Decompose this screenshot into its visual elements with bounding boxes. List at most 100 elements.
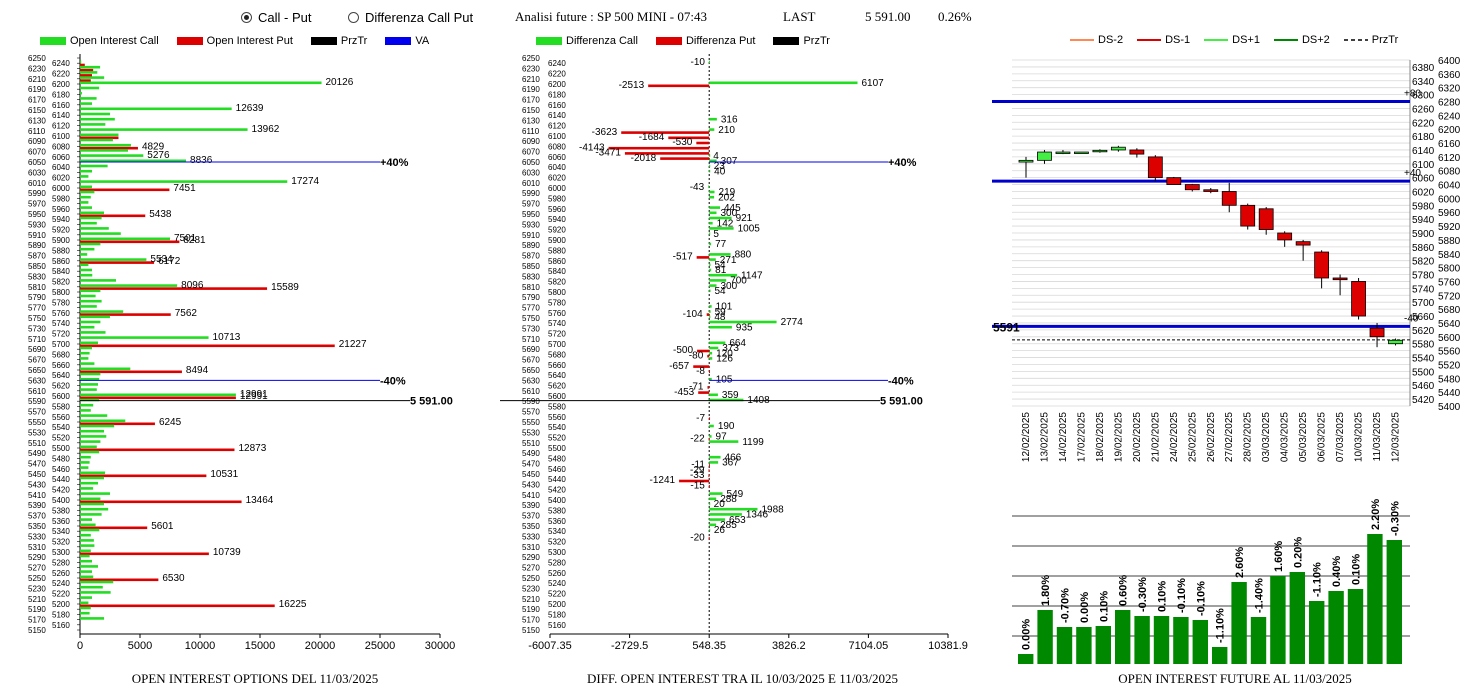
- strike-tick-label: 6020: [52, 174, 70, 183]
- diff-call-bar: [709, 377, 712, 381]
- candle-body: [1110, 146, 1126, 151]
- strike-tick-label: 5640: [52, 371, 70, 380]
- diff-put-bar: [697, 349, 710, 353]
- diff-put-label: -1684: [639, 132, 665, 143]
- diff-call-label: 1199: [742, 437, 764, 448]
- strike-tick-label: 6060: [52, 153, 70, 162]
- put-bar: [80, 526, 148, 530]
- price-label: 5591: [993, 320, 1020, 334]
- call-bar: [80, 279, 116, 282]
- strike-tick-label: 5350: [28, 522, 46, 531]
- strike-tick-label: 6180: [548, 90, 566, 99]
- put-bar: [80, 74, 92, 77]
- oi-future-bar: [1309, 601, 1325, 664]
- call-bar: [80, 206, 92, 209]
- oi-future-label: -0.30%: [1137, 577, 1149, 612]
- call-bar: [80, 528, 100, 532]
- date-tick-label: 13/02/2025: [1039, 412, 1050, 462]
- put-value-label: 4829: [142, 141, 165, 152]
- diff-call-bar: [709, 435, 712, 438]
- diff-call-bar: [709, 273, 738, 277]
- legend-panel3: DS-2 DS-1 DS+1 DS+2 PrzTr: [1070, 34, 1398, 46]
- call-bar: [80, 357, 89, 360]
- date-tick-label: 04/03/2025: [1280, 412, 1291, 462]
- call-bar: [80, 242, 101, 246]
- call-bar: [80, 211, 104, 215]
- oi-future-label: 1.80%: [1040, 575, 1052, 606]
- oi-future-label: -1.10%: [1312, 562, 1324, 597]
- call-value-label: 5276: [147, 150, 170, 161]
- call-bar: [80, 91, 82, 95]
- diff-put-label: -530: [672, 137, 692, 148]
- call-value-label: 5534: [150, 254, 173, 265]
- strike-tick-label: 5610: [522, 387, 540, 396]
- strike-tick-label: 5580: [548, 402, 566, 411]
- y-inner-tick-label: 5900: [1412, 229, 1435, 240]
- diff-call-bar: [709, 325, 732, 329]
- y-inner-tick-label: 5660: [1412, 312, 1435, 323]
- marker-mid: +40: [1404, 168, 1421, 179]
- diff-call-bar: [709, 393, 718, 397]
- date-tick-label: 11/03/2025: [1372, 412, 1383, 462]
- diff-call-label: 653: [729, 515, 746, 526]
- call-bar: [80, 585, 103, 589]
- call-bar: [80, 497, 101, 501]
- radio-call-put[interactable]: Call - Put: [241, 10, 311, 25]
- diff-call-bar: [709, 81, 858, 85]
- diff-call-label: 120: [716, 348, 733, 359]
- strike-tick-label: 5650: [522, 366, 540, 375]
- candle-body: [1295, 241, 1311, 246]
- strike-tick-label: 5410: [522, 491, 540, 500]
- strike-tick-label: 6220: [548, 70, 566, 79]
- call-bar: [80, 398, 100, 402]
- y-right-tick-label: 6360: [1438, 70, 1461, 81]
- call-bar: [80, 76, 105, 79]
- date-tick-label: 25/02/2025: [1187, 412, 1198, 462]
- y-inner-tick-label: 6060: [1412, 174, 1435, 185]
- call-bar: [80, 539, 94, 542]
- call-bar: [80, 315, 110, 319]
- strike-tick-label: 5520: [52, 434, 70, 443]
- put-value-label: 13464: [246, 495, 274, 506]
- call-bar: [80, 403, 94, 407]
- date-tick-label: 10/03/2025: [1354, 412, 1365, 462]
- diff-call-label: -10: [691, 57, 706, 68]
- diff-call-label: 6107: [862, 78, 885, 89]
- y-inner-tick-label: 5500: [1412, 367, 1435, 378]
- put-value-label: 5601: [151, 521, 174, 532]
- call-bar: [80, 487, 94, 490]
- call-bar: [80, 310, 124, 313]
- strike-tick-label: 5570: [522, 408, 540, 417]
- call-bar: [80, 549, 91, 553]
- strike-tick-label: 5920: [548, 226, 566, 235]
- strike-tick-label: 6080: [548, 142, 566, 151]
- diff-call-label: 81: [715, 265, 727, 276]
- diff-put-label: -3623: [592, 127, 618, 138]
- strike-tick-label: 6070: [522, 148, 540, 157]
- date-tick-label: 12/03/2025: [1391, 412, 1402, 462]
- candle-body: [1129, 149, 1145, 155]
- call-bar: [80, 107, 232, 111]
- call-bar: [80, 195, 91, 199]
- call-bar: [80, 383, 98, 386]
- legend-line-prztr: [1343, 39, 1368, 41]
- last-value: 5 591.00: [865, 9, 911, 24]
- date-tick-label: 05/03/2025: [1298, 412, 1309, 462]
- strike-tick-label: 5530: [28, 428, 46, 437]
- strike-tick-label: 5350: [522, 522, 540, 531]
- diff-call-label: 285: [720, 520, 737, 531]
- x-tick-label: 7104.05: [849, 640, 889, 652]
- oi-future-bar: [1095, 626, 1111, 664]
- oi-future-bar: [1328, 591, 1344, 664]
- strike-tick-label: 5830: [522, 272, 540, 281]
- y-right-tick-label: 5840: [1438, 250, 1461, 261]
- put-value-label: 10531: [210, 469, 238, 480]
- strike-tick-label: 5270: [28, 564, 46, 573]
- strike-tick-label: 5310: [28, 543, 46, 552]
- radio-differenza[interactable]: Differenza Call Put: [348, 10, 473, 25]
- strike-tick-label: 5770: [522, 304, 540, 313]
- strike-tick-label: 6110: [522, 127, 540, 136]
- diff-call-bar: [709, 159, 717, 163]
- legend-label: Differenza Call: [566, 35, 638, 47]
- strike-tick-label: 5420: [548, 486, 566, 495]
